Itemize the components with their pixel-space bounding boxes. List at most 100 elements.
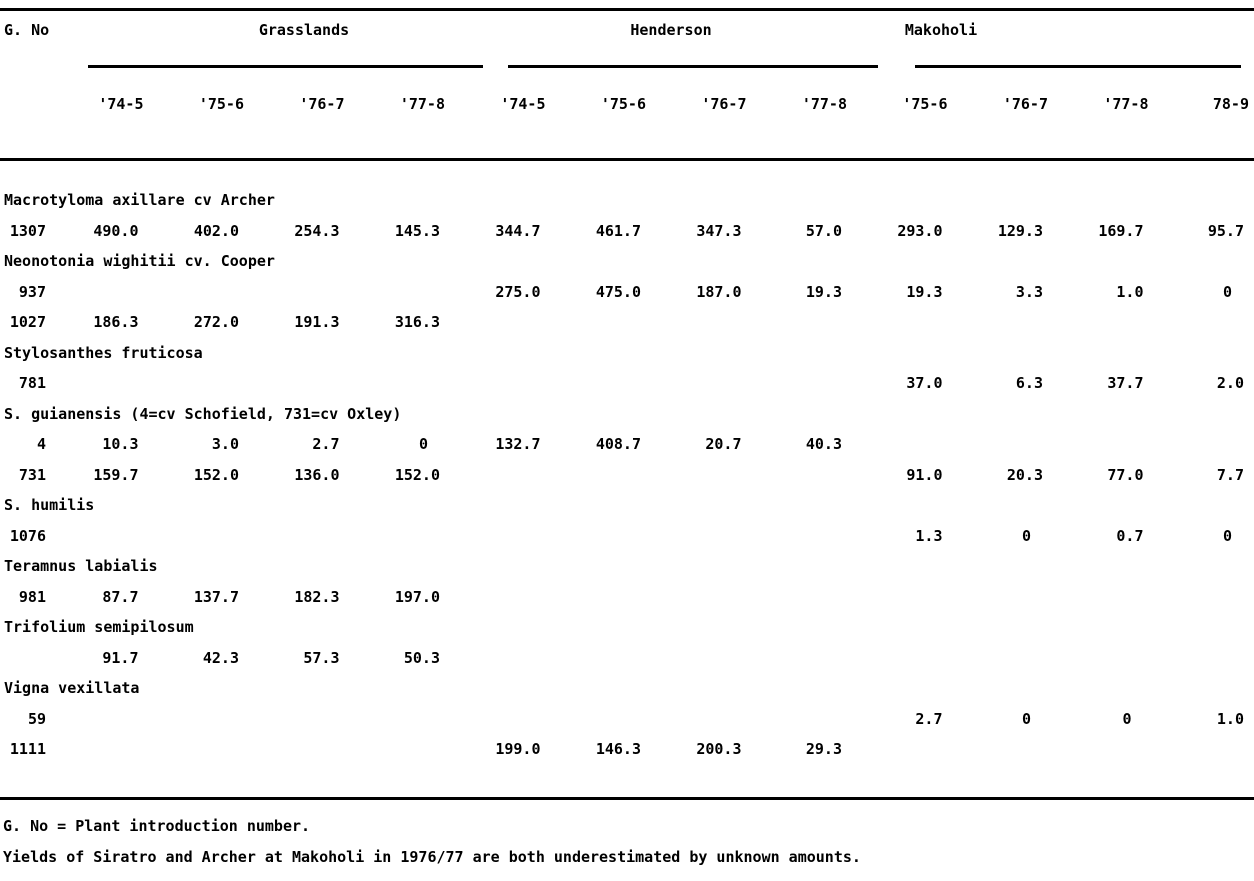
yield-value-cell [1053, 734, 1154, 765]
yield-value-cell [350, 704, 451, 735]
yield-value-cell [450, 307, 551, 338]
gno-cell: 4 [36, 435, 46, 453]
yield-value-cell [953, 307, 1054, 338]
year-header-henderson-76-7: '76-7 [701, 95, 747, 113]
yield-value-cell: 0 [1122, 709, 1132, 728]
footnote-yield-caveat: Yields of Siratro and Archer at Makoholi… [3, 847, 861, 866]
species-row-stylosanthes-fruticosa: Stylosanthes fruticosa [4, 343, 203, 362]
yield-value-cell: 136.0 [294, 465, 340, 484]
data-row-1027: 1027 186.3 272.0 191.3 316.3 [0, 307, 1254, 338]
yield-value-cell [149, 368, 250, 399]
yield-value-cell [48, 368, 149, 399]
yield-value-cell [450, 643, 551, 674]
yield-value-cell [249, 368, 350, 399]
yield-value-cell [953, 582, 1054, 613]
yield-value-cell [1154, 582, 1254, 613]
yield-value-cell [350, 368, 451, 399]
yield-value-cell [551, 368, 652, 399]
footnotes: G. No = Plant introduction number. Yield… [0, 800, 1254, 873]
yield-value-cell: 10.3 [102, 435, 139, 453]
yield-value-cell [752, 582, 853, 613]
yield-value-cell [953, 643, 1054, 674]
species-row-teramnus-labialis: Teramnus labialis [4, 557, 158, 575]
yield-value-cell [149, 277, 250, 308]
yield-value-cell: 0 [1021, 526, 1031, 545]
year-header-grasslands-74-5: '74-5 [98, 95, 144, 113]
yield-value-cell [249, 277, 350, 308]
yield-value-cell: 3.0 [211, 435, 239, 453]
yield-value-cell [651, 704, 752, 735]
yield-value-cell: 42.3 [202, 648, 239, 667]
yield-value-cell [1154, 429, 1254, 460]
species-row-s-humilis: S. humilis [4, 496, 95, 514]
yield-value-cell [852, 307, 953, 338]
year-header-grasslands-76-7: '76-7 [299, 95, 345, 113]
year-header-row: '74-5 '75-6 '76-7 '77-8 '74-5 '75-6 '76-7 '77-8… [0, 68, 1254, 158]
yield-value-cell: 132.7 [495, 435, 541, 453]
yield-value-cell [1154, 734, 1254, 765]
data-row-59: 59 2.7 0 0 1.0 [0, 704, 1254, 735]
gno-cell: 1111 [9, 740, 46, 758]
gno-cell: 981 [18, 587, 46, 606]
group-header-makoholi: Makoholi [904, 21, 978, 39]
species-row-neonotonia-wighitii-cv-cooper: Neonotonia wighitii cv. Cooper [4, 252, 275, 270]
yield-value-cell [1053, 643, 1154, 674]
yield-value-cell [1053, 429, 1154, 460]
yield-value-cell [651, 582, 752, 613]
yield-value-cell [551, 582, 652, 613]
yield-value-cell [450, 521, 551, 552]
yield-value-cell [48, 521, 149, 552]
gno-column-header: G. No [4, 21, 50, 39]
yield-value-cell: 50.3 [403, 648, 440, 667]
year-header-makoholi-75-6: '75-6 [902, 95, 948, 113]
yield-value-cell: 293.0 [897, 221, 943, 240]
yield-value-cell [1154, 643, 1254, 674]
yield-value-cell [651, 521, 752, 552]
yield-value-cell [450, 460, 551, 491]
data-row-4: 4 10.3 3.0 2.7 0 132.7 408.7 20.7 40.3 [0, 429, 1254, 460]
yield-value-cell [48, 734, 149, 765]
species-row-vigna-vexillata: Vigna vexillata [4, 679, 140, 697]
yield-value-cell [752, 704, 853, 735]
yield-value-cell [1053, 582, 1154, 613]
yield-value-cell [350, 734, 451, 765]
yield-value-cell: 187.0 [696, 282, 742, 301]
yield-value-cell: 40.3 [805, 435, 842, 453]
top-rule [0, 8, 1254, 11]
yield-value-cell: 152.0 [193, 465, 239, 484]
yield-value-cell [450, 368, 551, 399]
yield-value-cell: 137.7 [193, 587, 239, 606]
footnote-gno-definition: G. No = Plant introduction number. [3, 816, 311, 835]
yield-value-cell: 7.7 [1216, 465, 1244, 484]
grasslands-underline [88, 65, 483, 68]
yield-value-cell: 29.3 [805, 740, 842, 758]
yield-value-cell [249, 704, 350, 735]
yield-value-cell: 2.0 [1216, 374, 1244, 392]
year-header-grasslands-77-8: '77-8 [399, 95, 445, 113]
yield-value-cell: 0 [1222, 282, 1232, 301]
yield-value-cell [551, 307, 652, 338]
data-row-731: 731 159.7 152.0 136.0 152.0 91.0 20.3 77.0 7.7 [0, 460, 1254, 491]
yield-value-cell: 191.3 [294, 313, 340, 331]
henderson-underline [508, 65, 878, 68]
yield-value-cell [651, 460, 752, 491]
yield-value-cell: 2.7 [312, 435, 340, 453]
yield-value-cell [651, 307, 752, 338]
data-row-1307: 1307 490.0 402.0 254.3 145.3 344.7 461.7 347.3 5… [0, 216, 1254, 247]
yield-value-cell: 20.3 [1006, 465, 1043, 484]
yield-value-cell: 1.0 [1116, 282, 1144, 301]
yield-value-cell: 1.0 [1216, 709, 1244, 728]
yield-value-cell [551, 521, 652, 552]
yield-value-cell: 0.7 [1116, 526, 1144, 545]
yield-value-cell: 95.7 [1207, 221, 1244, 240]
gno-cell: 1307 [9, 221, 46, 240]
yield-value-cell [852, 643, 953, 674]
year-header-henderson-74-5: '74-5 [500, 95, 546, 113]
yield-value-cell [48, 277, 149, 308]
yield-value-cell [752, 643, 853, 674]
yield-value-cell [149, 521, 250, 552]
yield-value-cell [149, 704, 250, 735]
yield-value-cell: 91.7 [102, 648, 139, 667]
yield-value-cell: 347.3 [696, 221, 742, 240]
